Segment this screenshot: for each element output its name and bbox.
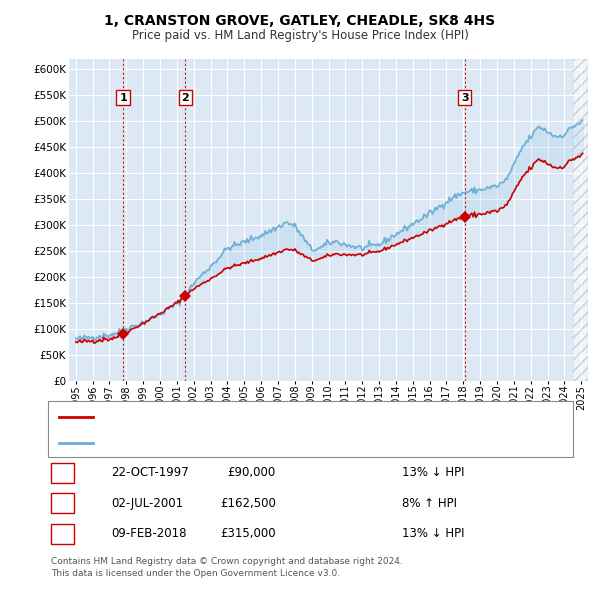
Text: 8% ↑ HPI: 8% ↑ HPI <box>402 497 457 510</box>
Text: 1, CRANSTON GROVE, GATLEY, CHEADLE, SK8 4HS: 1, CRANSTON GROVE, GATLEY, CHEADLE, SK8 … <box>104 14 496 28</box>
Text: Price paid vs. HM Land Registry's House Price Index (HPI): Price paid vs. HM Land Registry's House … <box>131 29 469 42</box>
Text: 02-JUL-2001: 02-JUL-2001 <box>111 497 183 510</box>
Text: HPI: Average price, detached house, Stockport: HPI: Average price, detached house, Stoc… <box>102 438 346 448</box>
Text: £315,000: £315,000 <box>220 527 276 540</box>
Text: 13% ↓ HPI: 13% ↓ HPI <box>402 527 464 540</box>
Polygon shape <box>573 59 588 381</box>
Text: 22-OCT-1997: 22-OCT-1997 <box>111 466 189 479</box>
Text: 2: 2 <box>58 497 67 510</box>
Text: 3: 3 <box>461 93 469 103</box>
Text: Contains HM Land Registry data © Crown copyright and database right 2024.
This d: Contains HM Land Registry data © Crown c… <box>51 557 403 578</box>
Text: 1: 1 <box>58 466 67 479</box>
Text: 3: 3 <box>58 527 67 540</box>
Text: £90,000: £90,000 <box>228 466 276 479</box>
Text: 1: 1 <box>119 93 127 103</box>
Text: 1, CRANSTON GROVE, GATLEY, CHEADLE, SK8 4HS (detached house): 1, CRANSTON GROVE, GATLEY, CHEADLE, SK8 … <box>102 412 461 422</box>
Text: 13% ↓ HPI: 13% ↓ HPI <box>402 466 464 479</box>
Text: 2: 2 <box>181 93 189 103</box>
Text: £162,500: £162,500 <box>220 497 276 510</box>
Text: 09-FEB-2018: 09-FEB-2018 <box>111 527 187 540</box>
